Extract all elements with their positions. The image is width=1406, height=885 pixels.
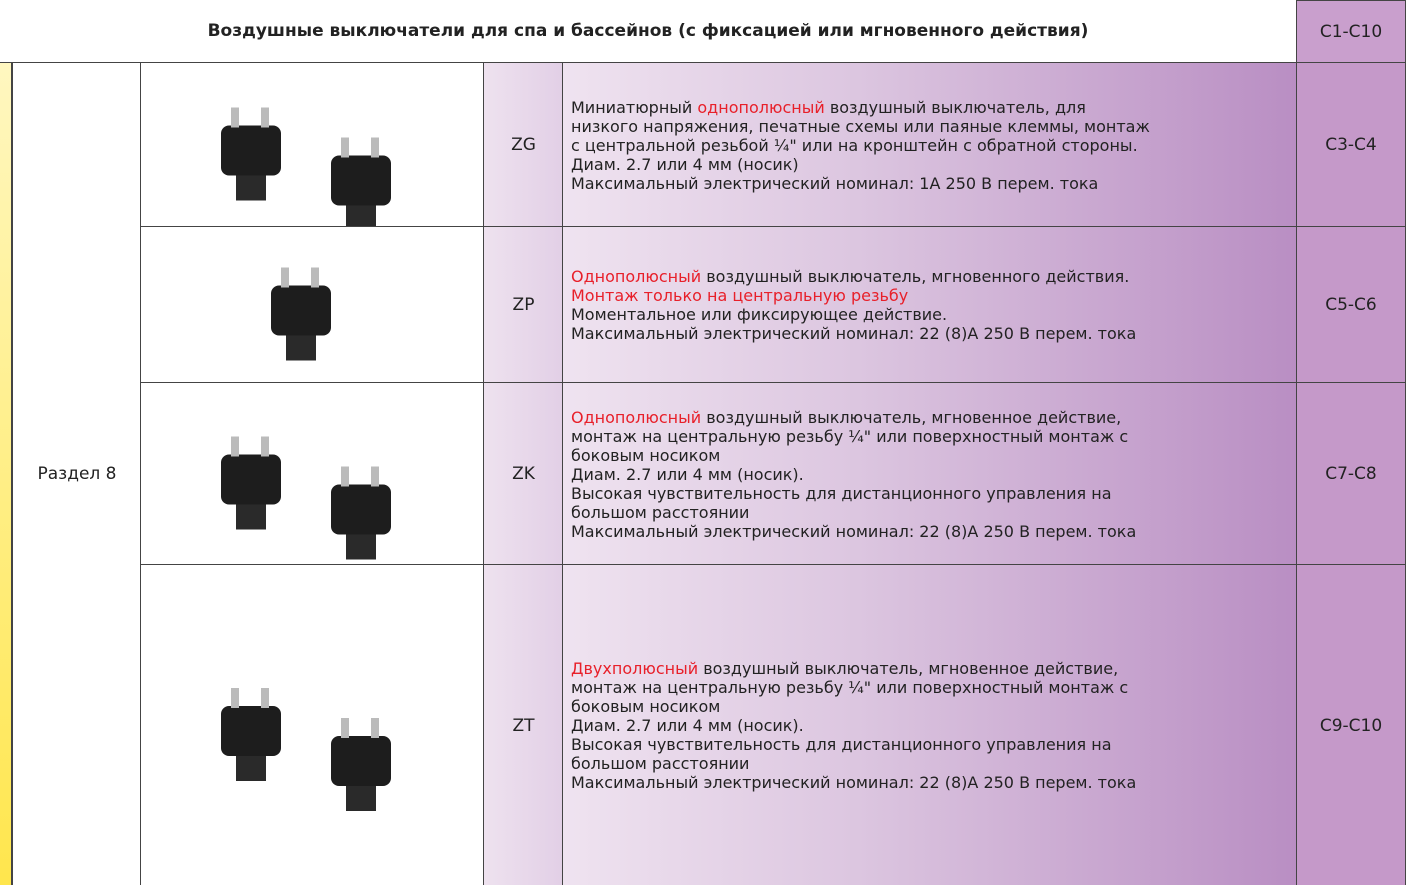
description-line: Миниатюрный однополюсный воздушный выклю… <box>571 98 1297 117</box>
product-image <box>140 226 484 383</box>
description-line: Двухполюсный воздушный выключатель, мгно… <box>571 659 1297 678</box>
description-text: с центральной резьбой ¼" или на кронштей… <box>571 135 1138 155</box>
description-text: Двухполюсный <box>571 659 699 678</box>
description-text: однополюсный <box>697 97 825 117</box>
description-text: Максимальный электрический номинал: 22 (… <box>571 521 1137 541</box>
product-pages: C3-C4 <box>1296 62 1406 227</box>
description-text: монтаж на центральную резьбу ¼" или пове… <box>571 678 1129 697</box>
description-text: Однополюсный <box>571 407 702 427</box>
description-line: Максимальный электрический номинал: 22 (… <box>571 324 1297 343</box>
description-line: Высокая чувствительность для дистанционн… <box>571 484 1297 503</box>
description-text: Максимальный электрический номинал: 1А 2… <box>571 173 1099 193</box>
description-text: большом расстоянии <box>571 502 750 522</box>
description-line: Диам. 2.7 или 4 мм (носик). <box>571 465 1297 484</box>
description-line: Однополюсный воздушный выключатель, мгно… <box>571 267 1297 286</box>
description-line: Максимальный электрический номинал: 22 (… <box>571 522 1297 541</box>
description-text: боковым носиком <box>571 697 721 716</box>
product-description: Двухполюсный воздушный выключатель, мгно… <box>562 564 1297 885</box>
description-line: Монтаж только на центральную резьбу <box>571 286 1297 305</box>
description-line: низкого напряжения, печатные схемы или п… <box>571 117 1297 136</box>
product-image <box>140 564 484 885</box>
product-code: ZP <box>483 226 563 383</box>
description-text: боковым носиком <box>571 445 721 465</box>
switch-icon <box>221 688 391 811</box>
description-line: боковым носиком <box>571 697 1297 716</box>
section-label: Раздел 8 <box>12 62 141 885</box>
product-description: Однополюсный воздушный выключатель, мгно… <box>562 226 1297 383</box>
description-text: Максимальный электрический номинал: 22 (… <box>571 324 1137 343</box>
description-text: Однополюсный <box>571 267 702 286</box>
switch-icon <box>221 107 391 231</box>
description-text: Диам. 2.7 или 4 мм (носик). <box>571 716 804 735</box>
product-image <box>140 382 484 565</box>
description-line: большом расстоянии <box>571 754 1297 773</box>
product-pages: C5-C6 <box>1296 226 1406 383</box>
description-line: Высокая чувствительность для дистанционн… <box>571 735 1297 754</box>
description-line: Однополюсный воздушный выключатель, мгно… <box>571 408 1297 427</box>
switch-icon <box>271 267 331 361</box>
description-text: Миниатюрный <box>571 97 698 117</box>
description-text: низкого напряжения, печатные схемы или п… <box>571 116 1150 136</box>
description-line: Максимальный электрический номинал: 1А 2… <box>571 174 1297 193</box>
side-strip <box>0 62 12 885</box>
description-line: Диам. 2.7 или 4 мм (носик) <box>571 155 1297 174</box>
description-text: воздушный выключатель, мгновенное действ… <box>701 407 1122 427</box>
product-pages: C9-C10 <box>1296 564 1406 885</box>
description-text: большом расстоянии <box>571 754 750 773</box>
product-image <box>140 62 484 231</box>
description-text: Высокая чувствительность для дистанционн… <box>571 483 1112 503</box>
description-text: Максимальный электрический номинал: 22 (… <box>571 773 1137 792</box>
description-text: Высокая чувствительность для дистанционн… <box>571 735 1112 754</box>
switch-icon <box>221 436 391 560</box>
header-pages: C1-C10 <box>1296 0 1406 63</box>
description-text: Моментальное или фиксирующее действие. <box>571 305 948 324</box>
description-line: боковым носиком <box>571 446 1297 465</box>
description-text: воздушный выключатель, мгновенное действ… <box>698 659 1119 678</box>
description-line: большом расстоянии <box>571 503 1297 522</box>
product-code: ZG <box>483 62 563 227</box>
description-line: Максимальный электрический номинал: 22 (… <box>571 773 1297 792</box>
description-line: Моментальное или фиксирующее действие. <box>571 305 1297 324</box>
description-text: воздушный выключатель, мгновенного дейст… <box>701 267 1130 286</box>
description-text: Диам. 2.7 или 4 мм (носик) <box>571 154 799 174</box>
description-line: монтаж на центральную резьбу ¼" или пове… <box>571 678 1297 697</box>
description-text: монтаж на центральную резьбу ¼" или пове… <box>571 426 1129 446</box>
description-text: воздушный выключатель, для <box>824 97 1086 117</box>
description-line: монтаж на центральную резьбу ¼" или пове… <box>571 427 1297 446</box>
product-description: Однополюсный воздушный выключатель, мгно… <box>562 382 1297 565</box>
header-title: Воздушные выключатели для спа и бассейно… <box>207 21 1089 41</box>
description-text: Монтаж только на центральную резьбу <box>571 286 909 305</box>
description-line: Диам. 2.7 или 4 мм (носик). <box>571 716 1297 735</box>
description-text: Диам. 2.7 или 4 мм (носик). <box>571 464 804 484</box>
product-pages: C7-C8 <box>1296 382 1406 565</box>
product-description: Миниатюрный однополюсный воздушный выклю… <box>562 62 1297 227</box>
product-code: ZK <box>483 382 563 565</box>
product-code: ZT <box>483 564 563 885</box>
description-line: с центральной резьбой ¼" или на кронштей… <box>571 136 1297 155</box>
